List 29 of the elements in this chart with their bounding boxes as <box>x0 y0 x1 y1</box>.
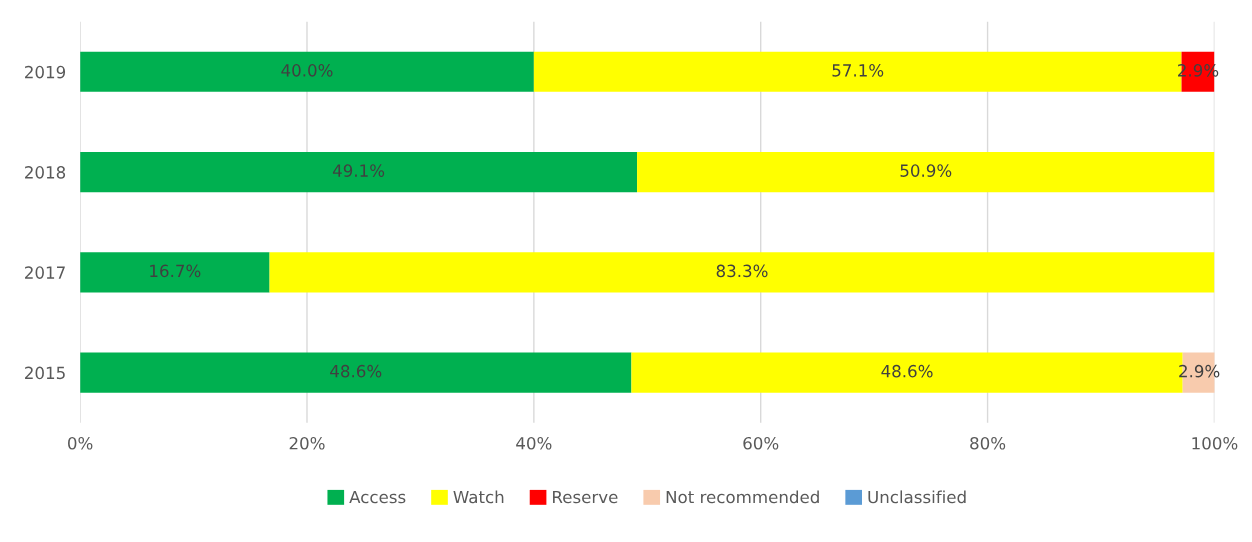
x-tick-label: 60% <box>743 436 779 450</box>
x-tick-label: 100% <box>1192 436 1238 450</box>
data-label: 57.1% <box>832 64 884 77</box>
bar <box>80 152 638 193</box>
x-tick-label: 0% <box>68 436 93 450</box>
data-label: 48.6% <box>330 364 382 378</box>
bar <box>269 252 1215 293</box>
bar <box>80 51 534 92</box>
y-tick-label: 2018 <box>25 166 66 179</box>
legend-label: Unclassified <box>868 490 966 504</box>
y-tick-label: 2015 <box>25 366 65 380</box>
legend-label: Watch <box>453 490 504 504</box>
y-tick-label: 2019 <box>25 65 66 79</box>
data-label: 50.9% <box>900 164 952 177</box>
legend-label: Reserve <box>553 490 618 504</box>
data-label: 83.3% <box>716 264 768 278</box>
bar <box>637 152 1215 193</box>
x-tick-label: 40% <box>516 436 552 450</box>
bar <box>80 352 632 393</box>
y-tick-label: 2017 <box>25 266 65 279</box>
legend-label: Access <box>349 490 406 504</box>
data-label: 16.7% <box>150 264 201 278</box>
data-label: 48.6% <box>881 364 933 378</box>
data-label: 40.0% <box>281 64 333 77</box>
legend-label: Not recommended <box>666 490 819 504</box>
bar <box>80 252 270 293</box>
x-tick-label: 80% <box>970 436 1006 450</box>
data-label: 49.1% <box>332 164 385 177</box>
x-tick-label: 20% <box>289 436 325 450</box>
